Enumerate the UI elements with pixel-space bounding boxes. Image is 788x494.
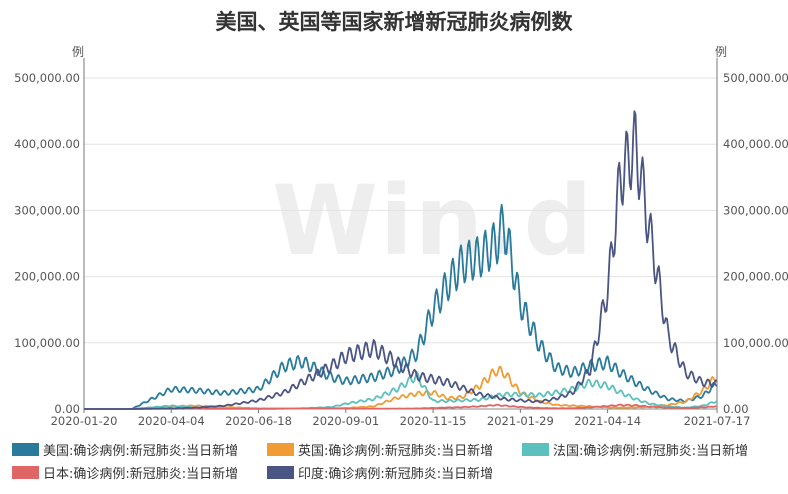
y-tick-label-left: 100,000.00 <box>14 336 80 350</box>
y-tick-label-left: 500,000.00 <box>14 71 80 85</box>
legend-item[interactable]: 日本:确诊病例:新冠肺炎:当日新增 <box>12 463 239 482</box>
legend-swatch <box>267 442 294 456</box>
x-tick-label: 2020-04-04 <box>138 414 205 428</box>
legend-label: 英国:确诊病例:新冠肺炎:当日新增 <box>298 443 494 459</box>
legend-label: 法国:确诊病例:新冠肺炎:当日新增 <box>553 443 749 459</box>
y-tick-label-right: 100,000.00 <box>723 336 788 350</box>
x-tick-label: 2020-01-20 <box>51 414 118 428</box>
y-tick-label-left: 400,000.00 <box>14 137 80 151</box>
y-tick-label-left: 300,000.00 <box>14 203 80 217</box>
legend-item[interactable]: 美国:确诊病例:新冠肺炎:当日新增 <box>12 440 239 459</box>
x-tick-label: 2021-04-14 <box>574 414 641 428</box>
legend-item[interactable]: 法国:确诊病例:新冠肺炎:当日新增 <box>522 440 749 459</box>
y-tick-label-right: 500,000.00 <box>723 71 788 85</box>
legend-swatch <box>12 442 39 456</box>
series-line-2 <box>84 365 718 410</box>
legend-swatch <box>12 465 39 479</box>
y-tick-label-left: 200,000.00 <box>14 270 80 284</box>
chart-title: 美国、英国等国家新增新冠肺炎病例数 <box>215 10 573 34</box>
x-tick-label: 2020-09-01 <box>312 414 379 428</box>
legend-label: 美国:确诊病例:新冠肺炎:当日新增 <box>43 443 239 459</box>
x-tick-label: 2021-01-29 <box>487 414 554 428</box>
y-unit-right: 例 <box>715 45 727 59</box>
legend-swatch <box>522 442 549 456</box>
x-tick-label: 2020-06-18 <box>225 414 292 428</box>
legend-label: 日本:确诊病例:新冠肺炎:当日新增 <box>43 466 239 482</box>
legend-swatch <box>267 465 294 479</box>
y-tick-label-right: 400,000.00 <box>723 137 788 151</box>
series-line-3 <box>84 370 718 410</box>
x-tick-label: 2020-11-15 <box>400 414 467 428</box>
y-tick-label-left: 0.00 <box>54 402 80 416</box>
y-tick-label-right: 0.00 <box>723 402 749 416</box>
legend-item[interactable]: 印度:确诊病例:新冠肺炎:当日新增 <box>267 463 494 482</box>
x-tick-label: 2021-07-17 <box>684 414 751 428</box>
series-line-1 <box>84 203 718 410</box>
series-line-5 <box>84 110 718 410</box>
y-unit-left: 例 <box>72 45 84 59</box>
y-tick-label-right: 300,000.00 <box>723 203 788 217</box>
watermark-logo: Win.d <box>272 165 595 277</box>
legend-item[interactable]: 英国:确诊病例:新冠肺炎:当日新增 <box>267 440 494 459</box>
legend-label: 印度:确诊病例:新冠肺炎:当日新增 <box>298 466 494 482</box>
y-tick-label-right: 200,000.00 <box>723 270 788 284</box>
